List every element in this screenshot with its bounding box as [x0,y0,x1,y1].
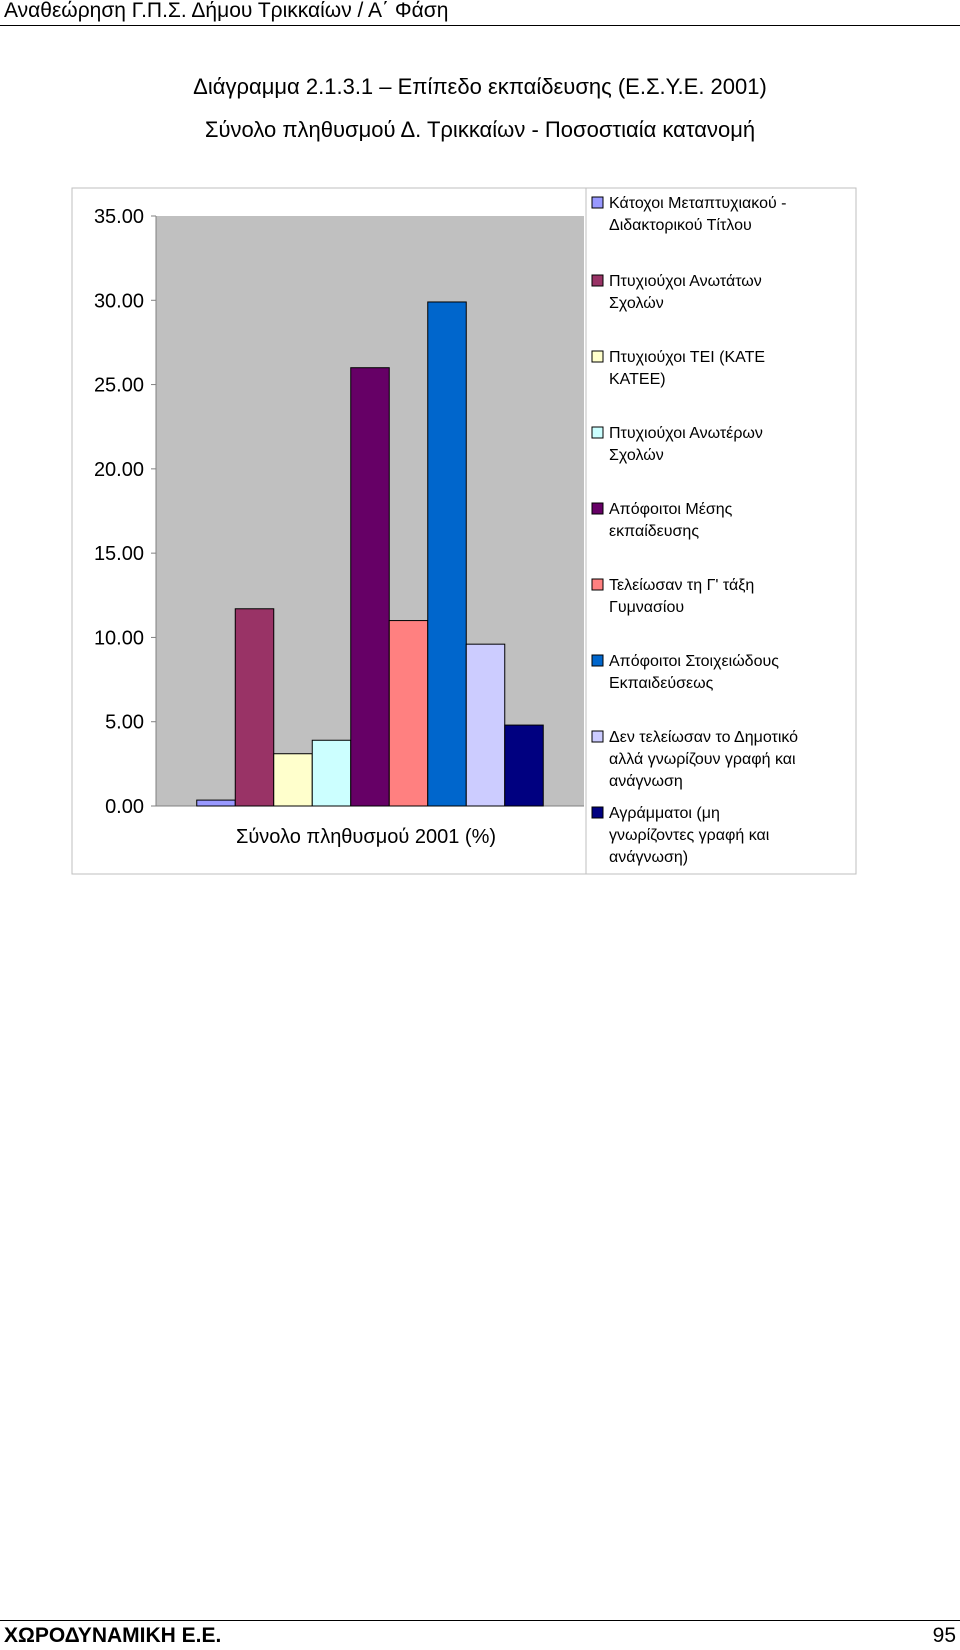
y-tick-label: 25.00 [94,375,144,397]
y-tick-label: 10.00 [94,627,144,649]
bar-7 [427,301,467,807]
legend-label-9: Αγράμματοι (μη γνωρίζοντες γραφή και ανάγν… [609,805,770,866]
legend-label-4: Πτυχιούχοι Ανωτέρων Σχολών [609,425,763,464]
legend-label-2: Πτυχιούχοι Ανωτάτων Σχολών [609,273,762,312]
bar-chart: 0.00 5.00 10.00 15.00 20.00 25.00 30.00 35.00 Σ… [71,187,857,875]
legend-swatch-7 [591,654,604,667]
y-tick-label: 20.00 [94,459,144,481]
footer-company: ΧΩΡΟΔΥΝΑΜΙΚΗ Ε.Ε. [4,1624,222,1647]
legend-swatch-3 [591,350,604,363]
legend-label-7: Απόφοιτοι Στοιχειώδους Εκπαιδεύσεως [609,653,779,692]
legend-swatch-4 [591,426,604,439]
bar-5 [350,367,390,807]
chart-title: Διάγραμμα 2.1.3.1 – Επίπεδο εκπαίδευσης … [193,74,767,99]
chart-subtitle: Σύνολο πληθυσμού Δ. Τρικκαίων - Ποσοστια… [204,117,756,142]
bar-9 [504,724,544,807]
bar-series [196,301,544,807]
legend-swatch-2 [591,274,604,287]
bar-2 [234,608,275,807]
page-header: Αναθεώρηση Γ.Π.Σ. Δήμου Τρικκαίων / Α΄ Φ… [4,0,449,22]
legend-swatch-9 [591,806,604,819]
legend-label-3: Πτυχιούχοι ΤΕΙ (ΚΑΤΕ ΚΑΤΕΕ) [609,349,765,388]
y-tick-label: 30.00 [94,290,144,312]
x-category-label: Σύνολο πληθυσμού 2001 (%) [236,826,496,848]
bar-4 [311,739,352,807]
legend-label-8: Δεν τελείωσαν το Δημοτικό αλλά γνωρίζουν … [609,729,798,790]
bar-3 [273,753,313,807]
y-axis-ticks: 0.00 5.00 10.00 15.00 20.00 25.00 30.00 35.00 [94,206,156,818]
y-tick-label: 35.00 [94,206,144,228]
legend-swatch-6 [591,578,604,591]
header-divider [0,25,960,26]
legend-label-6: Τελείωσαν τη Γ' τάξη Γυμνασίου [609,577,754,616]
legend-swatch-5 [591,502,604,515]
legend-swatch-1 [591,196,604,209]
legend: Κάτοχοι Μεταπτυχιακού -Διδακτορικού Τίτλ… [591,195,798,866]
page-number: 95 [932,1624,956,1647]
y-tick-label: 5.00 [105,712,144,734]
bar-6 [388,620,429,807]
bar-1 [196,799,236,807]
legend-label-1: Κάτοχοι Μεταπτυχιακού -Διδακτορικού Τίτλ… [609,195,787,234]
legend-label-5: Απόφοιτοι Μέσης εκπαίδευσης [609,501,733,540]
bar-8 [465,643,506,807]
legend-swatch-8 [591,730,604,743]
footer-divider [0,1620,960,1621]
legend-frame [585,187,857,875]
y-tick-label: 15.00 [94,543,144,565]
y-tick-label: 0.00 [105,796,144,818]
